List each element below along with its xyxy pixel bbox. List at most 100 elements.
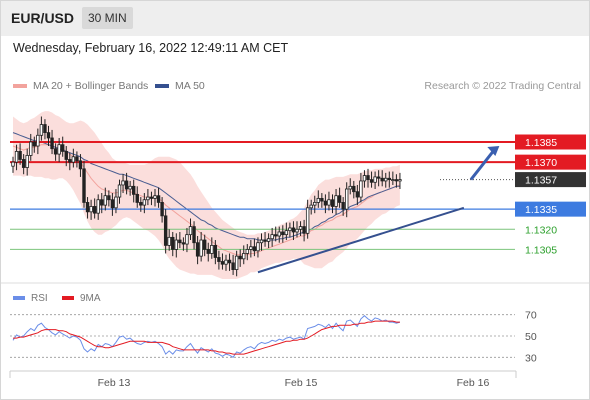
candle-body: [252, 246, 257, 252]
candle-body: [160, 202, 164, 217]
rsi-tick-label-50: 50: [525, 331, 537, 343]
candle-body: [281, 231, 285, 236]
candle-body: [298, 226, 303, 230]
candle-body: [270, 234, 274, 240]
candle-body: [362, 175, 367, 182]
level-label-1-1357: 1.1357: [525, 175, 557, 187]
rsi-swatch: [13, 296, 25, 301]
candle-body: [68, 159, 72, 163]
candle-body: [348, 185, 352, 190]
candle-body: [181, 242, 186, 245]
candle-body: [85, 202, 90, 213]
rsi-panel: 70 50 30: [10, 310, 537, 364]
x-tick-label-1: Feb 15: [285, 377, 318, 389]
candle-body: [185, 234, 189, 245]
candle-body: [114, 196, 118, 209]
candle-body: [174, 239, 178, 250]
rsi-legend-label: RSI: [31, 293, 48, 304]
candle-body: [96, 199, 100, 214]
candle-body: [263, 239, 267, 242]
candle-body: [11, 161, 15, 167]
candle-body: [124, 180, 129, 190]
x-tick-label-2: Feb 16: [457, 377, 490, 389]
candle-body: [316, 197, 320, 203]
candle-body: [107, 195, 111, 201]
candle-body: [366, 175, 370, 180]
candle-body: [75, 156, 79, 162]
candle-body: [284, 230, 289, 236]
candle-body: [249, 246, 253, 250]
rsi-9ma-line: [13, 320, 400, 355]
candle-body: [53, 148, 58, 155]
candle-body: [334, 195, 338, 207]
candle-body: [387, 177, 391, 180]
main-panel: 1.1385 1.1370 1.1357 1.1335 1.1320 1.1305: [10, 111, 586, 279]
candle-body: [171, 236, 175, 250]
legend-rsi: RSI: [13, 293, 48, 304]
forecast-arrow-head: [487, 146, 500, 157]
candle-body: [64, 150, 68, 160]
candle-body: [217, 257, 221, 262]
candle-body: [242, 253, 246, 260]
candle-body: [71, 156, 76, 163]
candle-body: [110, 199, 115, 209]
level-tag-1-1335: [515, 201, 586, 217]
candle-body: [266, 238, 271, 242]
candle-body: [273, 234, 278, 237]
candle-body: [89, 206, 93, 213]
level-tag-1-1357: [515, 172, 586, 188]
candle-body: [139, 202, 143, 206]
candle-body: [92, 206, 97, 214]
candle-body: [192, 226, 196, 244]
candle-body: [43, 124, 47, 133]
candle-body: [103, 195, 107, 206]
candle-body: [295, 228, 299, 233]
candle-body: [57, 144, 61, 155]
legend-ma20: MA 20 + Bollinger Bands: [13, 80, 148, 92]
ma50-swatch: [155, 84, 169, 89]
candle-body: [220, 261, 225, 265]
candle-body: [227, 259, 232, 264]
candle-body: [188, 226, 193, 236]
ma20-swatch: [13, 84, 27, 89]
candle-body: [352, 185, 356, 193]
candle-body: [135, 193, 139, 203]
candle-body: [78, 160, 83, 170]
candle-body: [234, 255, 239, 270]
candle-body: [380, 177, 384, 182]
candle-body: [131, 185, 136, 195]
candle-body: [167, 236, 171, 246]
level-label-1-1370: 1.1370: [525, 157, 557, 169]
candle-body: [195, 242, 200, 257]
candle-body: [323, 200, 328, 206]
level-tag-1-1385: [515, 134, 586, 150]
candle-body: [309, 204, 313, 209]
candle-body: [341, 202, 345, 210]
timeframe-button[interactable]: 30 MIN: [82, 7, 133, 29]
candle-body: [305, 207, 310, 234]
candle-body: [330, 199, 335, 207]
candle-body: [337, 195, 342, 203]
ma20-legend-label: MA 20 + Bollinger Bands: [33, 80, 149, 92]
legend-9ma: 9MA: [62, 293, 101, 304]
ma50-line: [12, 132, 400, 241]
candle-body: [291, 227, 296, 233]
candle-body: [100, 199, 104, 206]
candle-body: [391, 179, 395, 182]
ma9-legend-label: 9MA: [80, 293, 101, 304]
candle-body: [146, 196, 150, 201]
instrument-symbol[interactable]: EUR/USD: [11, 10, 75, 26]
level-tag-1-1370: [515, 154, 586, 170]
candle-body: [373, 176, 377, 183]
forecast-arrow-shaft: [469, 150, 495, 181]
bollinger-band: [13, 111, 400, 279]
candle-body: [142, 199, 147, 206]
candle-body: [394, 179, 399, 182]
candle-body: [14, 150, 19, 163]
legend-ma50: MA 50: [155, 80, 205, 92]
candle-body: [149, 196, 154, 199]
candle-body: [153, 195, 157, 199]
candle-body: [32, 141, 36, 147]
candle-body: [121, 180, 125, 186]
